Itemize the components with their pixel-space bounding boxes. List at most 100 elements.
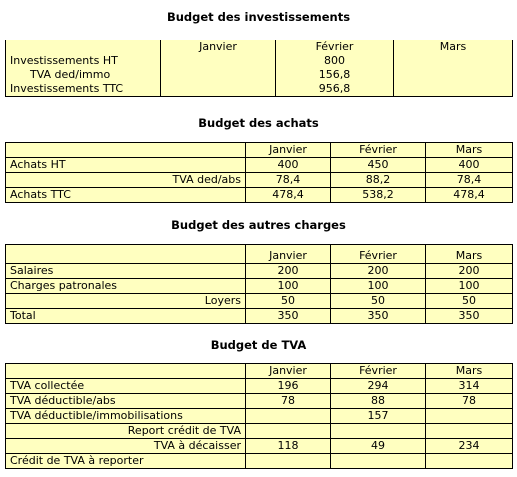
value-cell: [245, 423, 331, 439]
data-row: TVA à décaisser 118 49 234: [5, 438, 513, 454]
row-label: TVA ded/abs: [5, 172, 246, 188]
header-row: Janvier Février Mars: [5, 40, 513, 54]
budget-table: Janvier Février Mars TVA collectée 196 294 314…: [5, 363, 513, 469]
value-cell: 200: [425, 263, 513, 279]
header-cell: [5, 244, 246, 264]
value-cell: [160, 68, 276, 82]
value-cell: 956,8: [275, 82, 394, 97]
row-label: TVA à décaisser: [5, 438, 246, 454]
value-cell: 538,2: [330, 187, 426, 203]
value-cell: 78: [245, 393, 331, 409]
value-cell: 118: [245, 438, 331, 454]
value-cell: 88,2: [330, 172, 426, 188]
row-label: Crédit de TVA à reporter: [5, 453, 246, 469]
data-row: Achats TTC 478,4 538,2 478,4: [5, 187, 513, 203]
row-label: TVA déductible/immobilisations: [5, 408, 246, 424]
value-cell: [160, 82, 276, 97]
data-row: Salaires 200 200 200: [5, 263, 513, 279]
value-cell: [245, 408, 331, 424]
value-cell: [393, 68, 513, 82]
data-row: Loyers 50 50 50: [5, 293, 513, 309]
header-cell: [5, 40, 161, 54]
data-row: TVA ded/immo 156,8: [5, 68, 513, 82]
value-cell: 314: [425, 378, 513, 394]
value-cell: [160, 54, 276, 68]
value-cell: [393, 54, 513, 68]
header-row: Janvier Février Mars: [5, 142, 513, 158]
row-label: Investissements TTC: [5, 82, 161, 97]
value-cell: [425, 408, 513, 424]
value-cell: [330, 423, 426, 439]
header-cell: Mars: [425, 363, 513, 379]
header-cell: Février: [330, 363, 426, 379]
row-label: TVA déductible/abs: [5, 393, 246, 409]
data-row: TVA déductible/abs 78 88 78: [5, 393, 513, 409]
header-cell: Janvier: [160, 40, 276, 54]
value-cell: 234: [425, 438, 513, 454]
value-cell: 478,4: [425, 187, 513, 203]
data-row: Crédit de TVA à reporter: [5, 453, 513, 469]
data-row: Investissements HT 800: [5, 54, 513, 68]
value-cell: 196: [245, 378, 331, 394]
section-title: Budget des achats: [198, 116, 319, 130]
data-row: Charges patronales 100 100 100: [5, 278, 513, 294]
row-label: TVA collectée: [5, 378, 246, 394]
header-cell: Février: [275, 40, 394, 54]
row-label: TVA ded/immo: [5, 68, 161, 82]
value-cell: 100: [330, 278, 426, 294]
header-cell: Mars: [393, 40, 513, 54]
value-cell: 294: [330, 378, 426, 394]
value-cell: 400: [245, 157, 331, 173]
row-label: Investissements HT: [5, 54, 161, 68]
data-row: Achats HT 400 450 400: [5, 157, 513, 173]
value-cell: 100: [425, 278, 513, 294]
value-cell: 49: [330, 438, 426, 454]
data-row: TVA déductible/immobilisations 157: [5, 408, 513, 424]
data-row: Report crédit de TVA: [5, 423, 513, 439]
header-cell: Janvier: [245, 142, 331, 158]
value-cell: 50: [425, 293, 513, 309]
value-cell: [393, 82, 513, 97]
value-cell: 478,4: [245, 187, 331, 203]
section-title: Budget de TVA: [210, 338, 307, 352]
header-cell: Mars: [425, 142, 513, 158]
row-label: Achats HT: [5, 157, 246, 173]
header-cell: Janvier: [245, 244, 331, 264]
value-cell: 50: [245, 293, 331, 309]
data-row: Investissements TTC 956,8: [5, 82, 513, 97]
row-label: Salaires: [5, 263, 246, 279]
value-cell: 78: [425, 393, 513, 409]
value-cell: 200: [330, 263, 426, 279]
value-cell: [425, 453, 513, 469]
header-cell: [5, 363, 246, 379]
data-row: TVA collectée 196 294 314: [5, 378, 513, 394]
value-cell: 350: [245, 308, 331, 324]
value-cell: 350: [330, 308, 426, 324]
value-cell: 800: [275, 54, 394, 68]
header-cell: Février: [330, 244, 426, 264]
row-label: Report crédit de TVA: [5, 423, 246, 439]
value-cell: 156,8: [275, 68, 394, 82]
header-cell: Janvier: [245, 363, 331, 379]
budget-table: Janvier Février Mars Salaires 200 200 200 Charg…: [5, 244, 513, 324]
value-cell: 400: [425, 157, 513, 173]
header-row: Janvier Février Mars: [5, 244, 513, 264]
header-row: Janvier Février Mars: [5, 363, 513, 379]
row-label: Charges patronales: [5, 278, 246, 294]
row-label: Achats TTC: [5, 187, 246, 203]
section-title: Budget des investissements: [166, 10, 351, 24]
value-cell: 200: [245, 263, 331, 279]
value-cell: 88: [330, 393, 426, 409]
value-cell: [330, 453, 426, 469]
data-row: Total 350 350 350: [5, 308, 513, 324]
header-cell: Février: [330, 142, 426, 158]
section-title: Budget des autres charges: [171, 218, 346, 232]
value-cell: 78,4: [245, 172, 331, 188]
row-label: Total: [5, 308, 246, 324]
value-cell: 450: [330, 157, 426, 173]
data-row: TVA ded/abs 78,4 88,2 78,4: [5, 172, 513, 188]
row-label: Loyers: [5, 293, 246, 309]
header-cell: Mars: [425, 244, 513, 264]
value-cell: [245, 453, 331, 469]
